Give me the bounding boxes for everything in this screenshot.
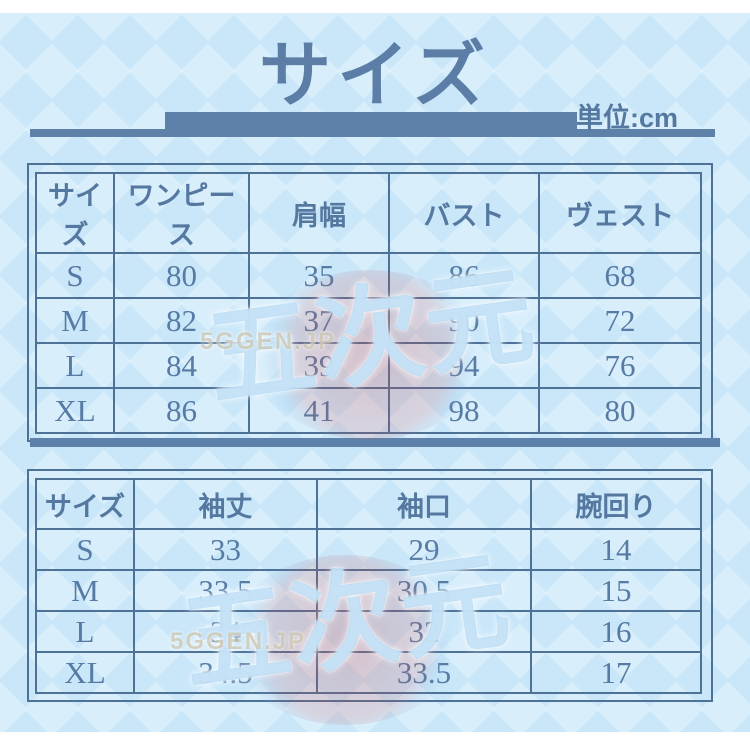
table-row: M 82 37 90 72: [35, 297, 702, 344]
page-title: サイズ: [259, 36, 491, 116]
size-label-cell: S: [35, 528, 135, 571]
measurement-cell: 37: [248, 297, 390, 344]
measurement-cell: 90: [388, 297, 540, 344]
header-row: サイズ 袖丈 袖口 腕回り: [35, 478, 702, 530]
column-header: 腕回り: [530, 478, 702, 530]
measurement-cell: 72: [538, 297, 702, 344]
measurement-cell: 80: [538, 387, 702, 434]
header-row: サイズ ワンピース 肩幅 バスト ヴェスト: [35, 172, 702, 254]
measurement-cell: 94: [388, 342, 540, 389]
measurement-cell: 14: [530, 528, 702, 571]
measurement-cell: 17: [530, 651, 702, 694]
size-label-cell: S: [35, 252, 115, 299]
size-label-cell: M: [35, 297, 115, 344]
measurement-cell: 76: [538, 342, 702, 389]
measurement-cell: 41: [248, 387, 390, 434]
table-row: S 33 29 14: [35, 528, 702, 571]
sleeve-spec-table: サイズ 袖丈 袖口 腕回り S 33 29 14 M 33.5 30.5 15 L 34 32 16 XL 34.…: [35, 478, 702, 694]
table-row: S 80 35 86 68: [35, 252, 702, 299]
column-header: 肩幅: [248, 172, 390, 254]
table-row: L 34 32 16: [35, 610, 702, 653]
title-underline-thin-bar: [30, 129, 715, 137]
measurement-cell: 39: [248, 342, 390, 389]
table-row: L 84 39 94 76: [35, 342, 702, 389]
column-header: 袖口: [316, 478, 532, 530]
column-header: サイズ: [35, 478, 135, 530]
measurement-cell: 33: [133, 528, 318, 571]
measurement-cell: 86: [388, 252, 540, 299]
column-header: サイズ: [35, 172, 115, 254]
measurement-cell: 84: [113, 342, 250, 389]
measurement-cell: 35: [248, 252, 390, 299]
measurement-cell: 30.5: [316, 569, 532, 612]
measurement-cell: 86: [113, 387, 250, 434]
measurement-cell: 34.5: [133, 651, 318, 694]
size-label-cell: M: [35, 569, 135, 612]
table-row: M 33.5 30.5 15: [35, 569, 702, 612]
section-divider-bar: [30, 438, 720, 447]
size-label-cell: XL: [35, 651, 135, 694]
measurement-cell: 98: [388, 387, 540, 434]
table-row: XL 86 41 98 80: [35, 387, 702, 434]
size-spec-table-frame: サイズ ワンピース 肩幅 バスト ヴェスト S 80 35 86 68 M 82 37 90 72 L 84 39…: [27, 163, 713, 442]
measurement-cell: 80: [113, 252, 250, 299]
column-header: ワンピース: [113, 172, 250, 254]
measurement-cell: 15: [530, 569, 702, 612]
size-label-cell: L: [35, 342, 115, 389]
measurement-cell: 34: [133, 610, 318, 653]
measurement-cell: 32: [316, 610, 532, 653]
column-header: バスト: [388, 172, 540, 254]
column-header: ヴェスト: [538, 172, 702, 254]
size-label-cell: XL: [35, 387, 115, 434]
measurement-cell: 29: [316, 528, 532, 571]
measurement-cell: 33.5: [316, 651, 532, 694]
measurement-cell: 16: [530, 610, 702, 653]
title-underline-thick-bar: [165, 112, 577, 134]
unit-label: 単位:cm: [576, 103, 679, 133]
measurement-cell: 82: [113, 297, 250, 344]
column-header: 袖丈: [133, 478, 318, 530]
measurement-cell: 33.5: [133, 569, 318, 612]
table-row: XL 34.5 33.5 17: [35, 651, 702, 694]
size-label-cell: L: [35, 610, 135, 653]
measurement-cell: 68: [538, 252, 702, 299]
sleeve-spec-table-frame: サイズ 袖丈 袖口 腕回り S 33 29 14 M 33.5 30.5 15 L 34 32 16 XL 34.…: [27, 469, 713, 702]
size-spec-table: サイズ ワンピース 肩幅 バスト ヴェスト S 80 35 86 68 M 82 37 90 72 L 84 39…: [35, 172, 702, 434]
